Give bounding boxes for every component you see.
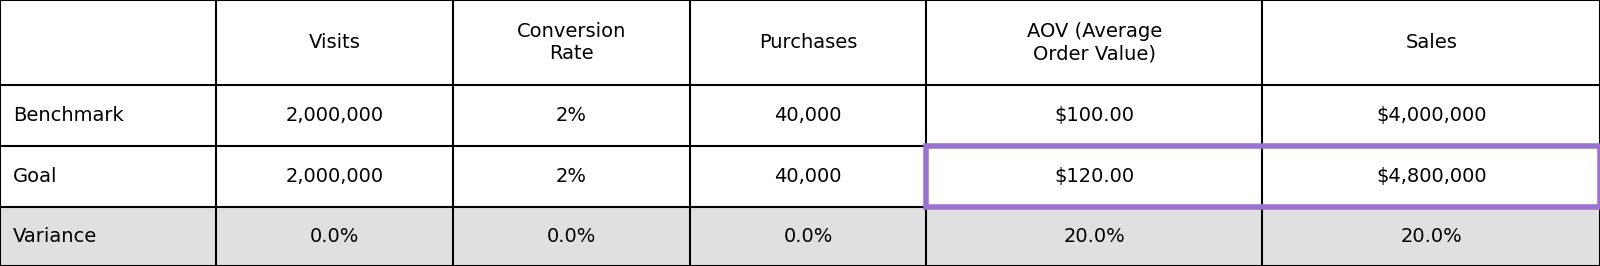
Text: $4,800,000: $4,800,000 [1376, 167, 1486, 186]
Text: $100.00: $100.00 [1054, 106, 1134, 125]
Bar [926, 146, 1600, 207]
Text: 40,000: 40,000 [774, 167, 842, 186]
Bar [1262, 207, 1600, 266]
Text: 0.0%: 0.0% [547, 227, 595, 246]
Text: 2,000,000: 2,000,000 [285, 106, 384, 125]
Text: AOV (Average
Order Value): AOV (Average Order Value) [1027, 22, 1162, 63]
Bar [453, 0, 690, 85]
Bar [453, 85, 690, 146]
Bar [926, 85, 1262, 146]
Bar [1262, 146, 1600, 207]
Bar [216, 146, 453, 207]
Bar [690, 0, 926, 85]
Text: 20.0%: 20.0% [1064, 227, 1125, 246]
Bar [216, 0, 453, 85]
Text: Purchases: Purchases [758, 33, 858, 52]
Text: $4,000,000: $4,000,000 [1376, 106, 1486, 125]
Text: Benchmark: Benchmark [13, 106, 123, 125]
Bar [926, 207, 1262, 266]
Bar [690, 207, 926, 266]
Text: 0.0%: 0.0% [310, 227, 358, 246]
Bar [1262, 0, 1600, 85]
Text: 0.0%: 0.0% [784, 227, 832, 246]
Text: $120.00: $120.00 [1054, 167, 1134, 186]
Text: 20.0%: 20.0% [1400, 227, 1462, 246]
Text: Goal: Goal [13, 167, 58, 186]
Text: 40,000: 40,000 [774, 106, 842, 125]
Bar [216, 207, 453, 266]
Text: 2,000,000: 2,000,000 [285, 167, 384, 186]
Bar [1262, 85, 1600, 146]
Bar [453, 146, 690, 207]
Bar [690, 146, 926, 207]
Bar [690, 85, 926, 146]
Bar [453, 207, 690, 266]
Text: 2%: 2% [555, 106, 587, 125]
Bar [216, 85, 453, 146]
Text: Sales: Sales [1405, 33, 1458, 52]
Bar [926, 0, 1262, 85]
Text: Variance: Variance [13, 227, 98, 246]
Text: 2%: 2% [555, 167, 587, 186]
Bar [0, 207, 216, 266]
Text: Visits: Visits [309, 33, 360, 52]
Bar [926, 146, 1262, 207]
Bar [0, 146, 216, 207]
Bar [0, 0, 216, 85]
Text: Conversion
Rate: Conversion Rate [517, 22, 626, 63]
Bar [0, 85, 216, 146]
